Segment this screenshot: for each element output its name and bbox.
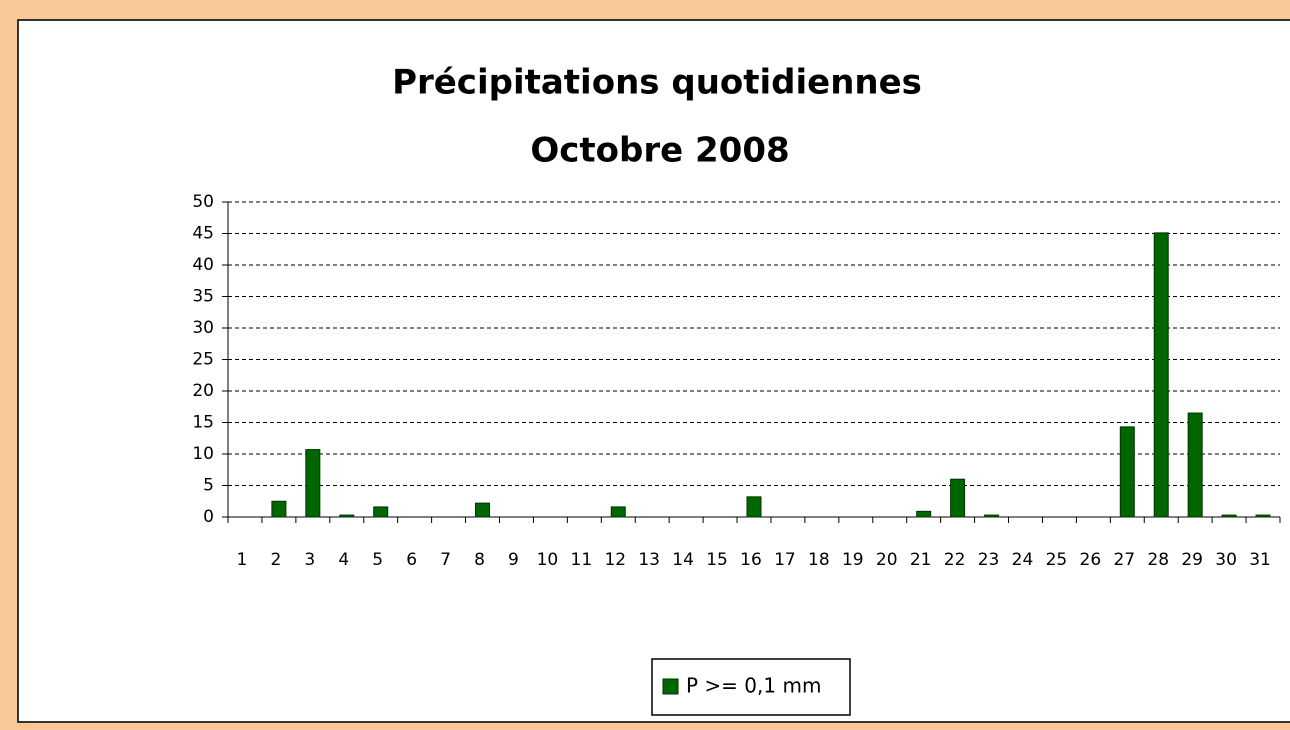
y-tick-label: 20 [192, 381, 214, 401]
bar [916, 510, 932, 518]
chart-title: Précipitations quotidiennes [392, 63, 922, 103]
bar [984, 514, 1000, 518]
legend-swatch [662, 678, 679, 695]
y-tick-label: 45 [192, 224, 214, 244]
x-tick-label: 31 [1249, 550, 1271, 570]
y-tick-label: 40 [192, 255, 214, 275]
bar [950, 478, 966, 518]
x-tick-label: 5 [372, 550, 383, 570]
x-tick-label: 10 [537, 550, 559, 570]
x-tick-label: 26 [1080, 550, 1102, 570]
x-tick-label: 6 [406, 550, 417, 570]
y-tick-label: 0 [203, 507, 214, 527]
x-tick-label: 2 [270, 550, 281, 570]
x-tick-label: 13 [638, 550, 660, 570]
x-tick-label: 23 [978, 550, 1000, 570]
x-tick-label: 16 [740, 550, 762, 570]
y-tick-label: 5 [203, 476, 214, 496]
x-tick-label: 8 [474, 550, 485, 570]
y-tick-label: 50 [192, 192, 214, 212]
y-tick-label: 10 [192, 444, 214, 464]
x-tick-label: 9 [508, 550, 519, 570]
x-tick-label: 1 [237, 550, 248, 570]
x-tick-label: 17 [774, 550, 796, 570]
x-tick-label: 20 [876, 550, 898, 570]
bar [1221, 514, 1237, 518]
bar [1255, 514, 1271, 518]
y-tick-label: 35 [192, 287, 214, 307]
y-tick-label: 15 [192, 413, 214, 433]
x-tick-label: 19 [842, 550, 864, 570]
x-tick-label: 4 [338, 550, 349, 570]
x-tick-label: 21 [910, 550, 932, 570]
x-tick-label: 12 [604, 550, 626, 570]
x-tick-label: 24 [1012, 550, 1034, 570]
x-tick-label: 18 [808, 550, 830, 570]
x-tick-label: 7 [440, 550, 451, 570]
x-tick-label: 25 [1046, 550, 1068, 570]
bar [339, 514, 355, 518]
bar [373, 506, 389, 518]
x-tick-label: 30 [1215, 550, 1237, 570]
x-tick-label: 27 [1113, 550, 1135, 570]
x-tick-label: 15 [706, 550, 728, 570]
chart-panel [17, 19, 1290, 723]
x-tick-label: 28 [1147, 550, 1169, 570]
x-tick-label: 14 [672, 550, 694, 570]
bar [1153, 232, 1169, 518]
legend [651, 658, 851, 716]
x-tick-label: 11 [571, 550, 593, 570]
bar [610, 506, 626, 518]
legend-label: P >= 0,1 mm [686, 674, 821, 698]
bar [475, 502, 491, 518]
x-tick-label: 29 [1181, 550, 1203, 570]
chart-subtitle: Octobre 2008 [530, 131, 789, 171]
x-tick-label: 3 [304, 550, 315, 570]
bar [305, 449, 321, 518]
x-tick-label: 22 [944, 550, 966, 570]
bar [1119, 426, 1135, 518]
bar [271, 500, 287, 518]
y-tick-label: 25 [192, 350, 214, 370]
bar [746, 496, 762, 518]
y-tick-label: 30 [192, 318, 214, 338]
bar [1187, 412, 1203, 518]
